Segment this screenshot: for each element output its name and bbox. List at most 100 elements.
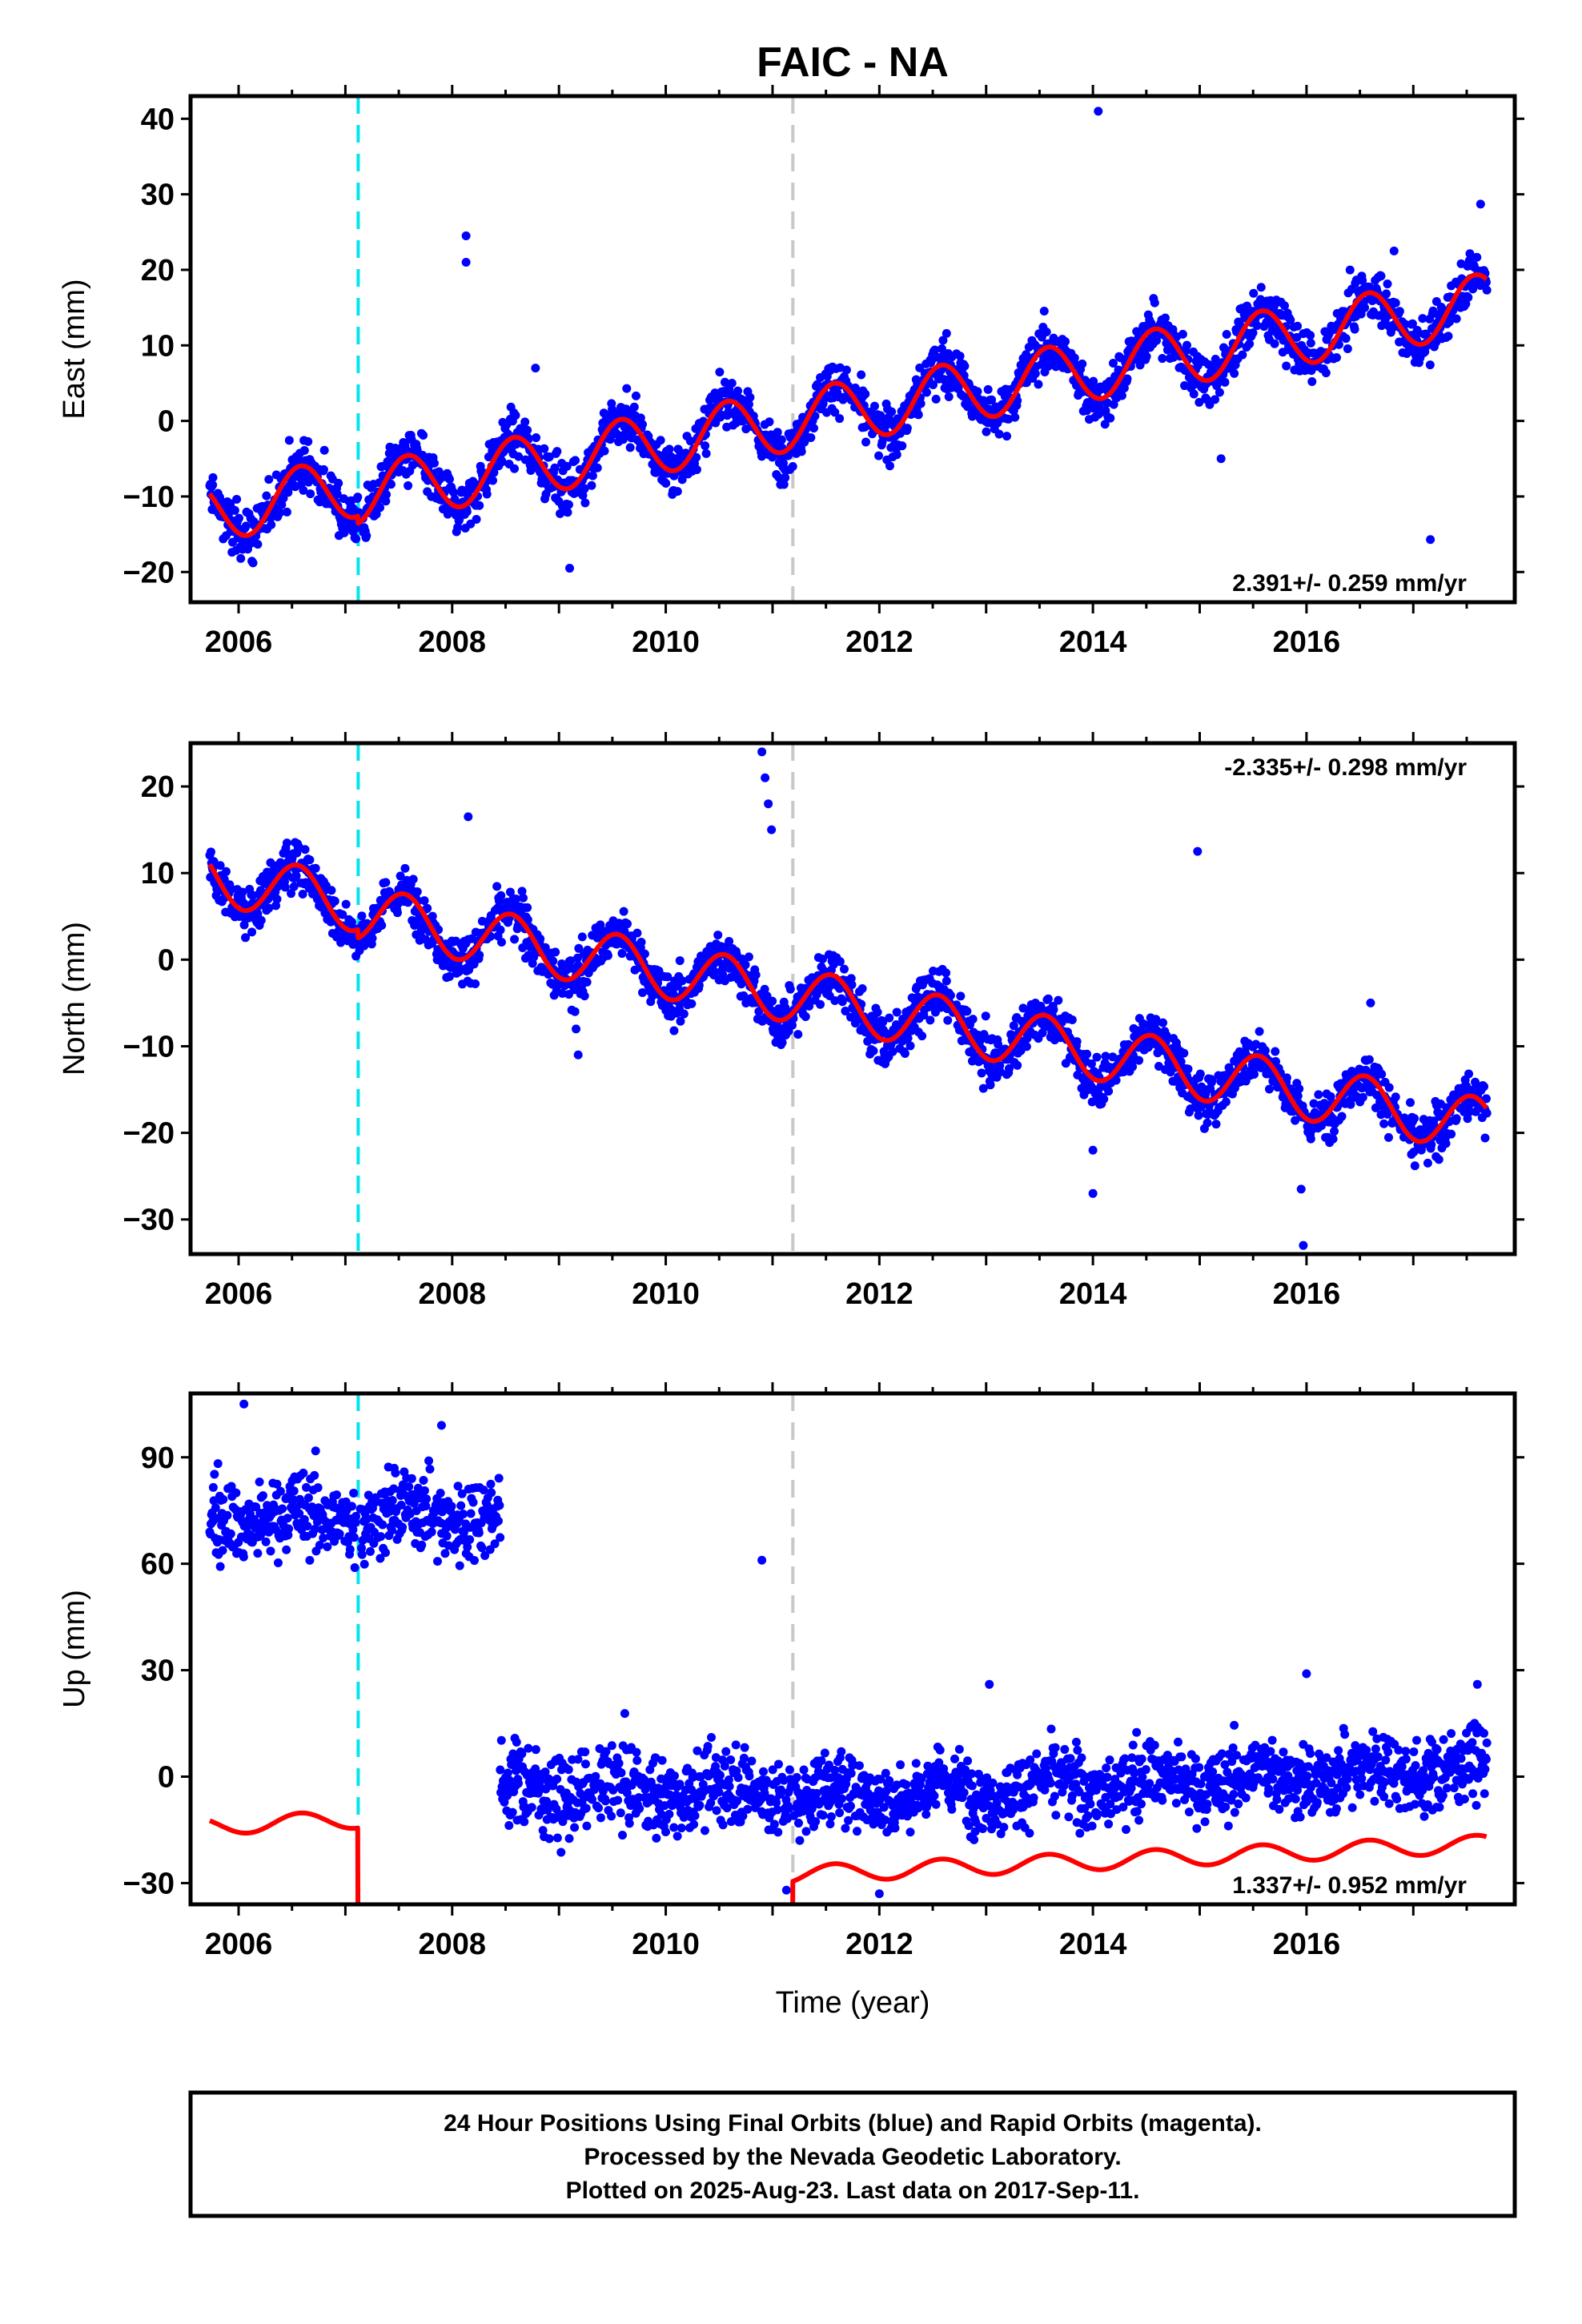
data-point <box>1158 1018 1168 1027</box>
data-point <box>208 472 218 482</box>
data-point <box>1078 359 1087 368</box>
data-point <box>1306 1134 1315 1144</box>
data-point <box>504 1820 514 1830</box>
data-point <box>640 949 649 959</box>
data-point <box>1211 395 1220 404</box>
data-point <box>1002 432 1012 441</box>
data-point <box>793 1030 803 1039</box>
data-point <box>701 441 710 451</box>
data-point <box>1379 1119 1389 1128</box>
data-point <box>465 1535 475 1545</box>
data-point <box>1410 1114 1419 1124</box>
data-point <box>1195 397 1204 407</box>
x-tick-label: 2006 <box>205 1277 273 1311</box>
y-tick-label: −20 <box>123 556 175 589</box>
data-point <box>449 488 459 497</box>
data-point <box>656 436 665 445</box>
data-point <box>885 1013 894 1023</box>
data-point <box>580 991 589 1001</box>
data-point <box>1203 1118 1212 1128</box>
data-point <box>956 991 966 1001</box>
data-point <box>1122 374 1132 384</box>
data-point <box>341 899 351 909</box>
data-point <box>552 1775 562 1784</box>
data-point <box>323 1542 332 1551</box>
data-point <box>1189 389 1199 399</box>
data-point <box>744 400 753 409</box>
data-point <box>1434 1155 1443 1164</box>
data-point <box>1410 1161 1419 1171</box>
data-point <box>213 1459 223 1469</box>
x-tick-label: 2008 <box>419 1277 487 1311</box>
data-point <box>523 903 532 912</box>
data-point <box>376 1532 386 1542</box>
data-point <box>614 1759 624 1768</box>
data-point <box>745 392 755 402</box>
data-point <box>303 436 313 446</box>
data-point <box>632 928 642 938</box>
data-point <box>1321 368 1331 378</box>
data-point <box>973 387 982 396</box>
data-point <box>231 1488 241 1498</box>
data-point <box>788 461 797 471</box>
data-point <box>1482 1108 1492 1118</box>
data-point <box>1088 1145 1098 1155</box>
data-point <box>1072 1037 1082 1047</box>
data-point <box>768 996 777 1006</box>
north-rate-label: -2.335+/- 0.298 mm/yr <box>1224 754 1467 781</box>
data-point <box>564 1765 573 1775</box>
data-point <box>885 461 894 471</box>
data-point <box>289 1486 299 1496</box>
data-point <box>436 1489 445 1498</box>
data-point <box>962 1007 972 1016</box>
data-point <box>306 489 315 499</box>
east-y-axis-label: East (mm) <box>58 279 91 419</box>
x-tick-label: 2008 <box>419 625 487 659</box>
data-point <box>1158 354 1167 364</box>
data-point <box>455 1561 464 1570</box>
data-point <box>570 1823 580 1832</box>
data-point <box>757 747 767 757</box>
x-tick-label: 2016 <box>1273 1277 1341 1311</box>
data-point <box>1443 332 1453 341</box>
x-tick-label: 2006 <box>205 625 273 659</box>
data-point <box>319 445 329 455</box>
data-point <box>1425 360 1435 370</box>
data-point <box>1088 1188 1098 1198</box>
data-point <box>835 957 845 967</box>
x-tick-label: 2010 <box>632 625 700 659</box>
data-point <box>472 514 481 524</box>
data-point <box>781 473 790 483</box>
data-point <box>577 932 587 942</box>
data-point <box>596 1813 605 1823</box>
data-point <box>256 915 266 925</box>
data-point <box>830 408 840 417</box>
data-point <box>1108 358 1118 368</box>
data-point <box>327 886 336 895</box>
east-rate-label: 2.391+/- 0.259 mm/yr <box>1232 570 1467 597</box>
data-point <box>279 493 288 503</box>
y-tick-label: 0 <box>158 405 175 439</box>
data-point <box>493 1516 503 1526</box>
data-point <box>494 1474 504 1483</box>
data-point <box>524 1743 533 1753</box>
data-point <box>563 508 572 517</box>
data-point <box>239 1552 248 1562</box>
data-point <box>496 1735 506 1745</box>
data-point <box>564 500 573 509</box>
data-point <box>272 895 282 904</box>
data-point <box>806 433 816 443</box>
data-point <box>496 925 505 935</box>
data-point <box>482 489 492 499</box>
data-point <box>1382 289 1391 299</box>
data-point <box>305 855 315 865</box>
data-point <box>1391 298 1400 308</box>
data-point <box>1328 1134 1338 1144</box>
data-point <box>266 1546 275 1556</box>
data-point <box>253 540 263 549</box>
data-point <box>284 1524 294 1534</box>
data-point <box>921 388 931 397</box>
data-point <box>841 365 851 375</box>
